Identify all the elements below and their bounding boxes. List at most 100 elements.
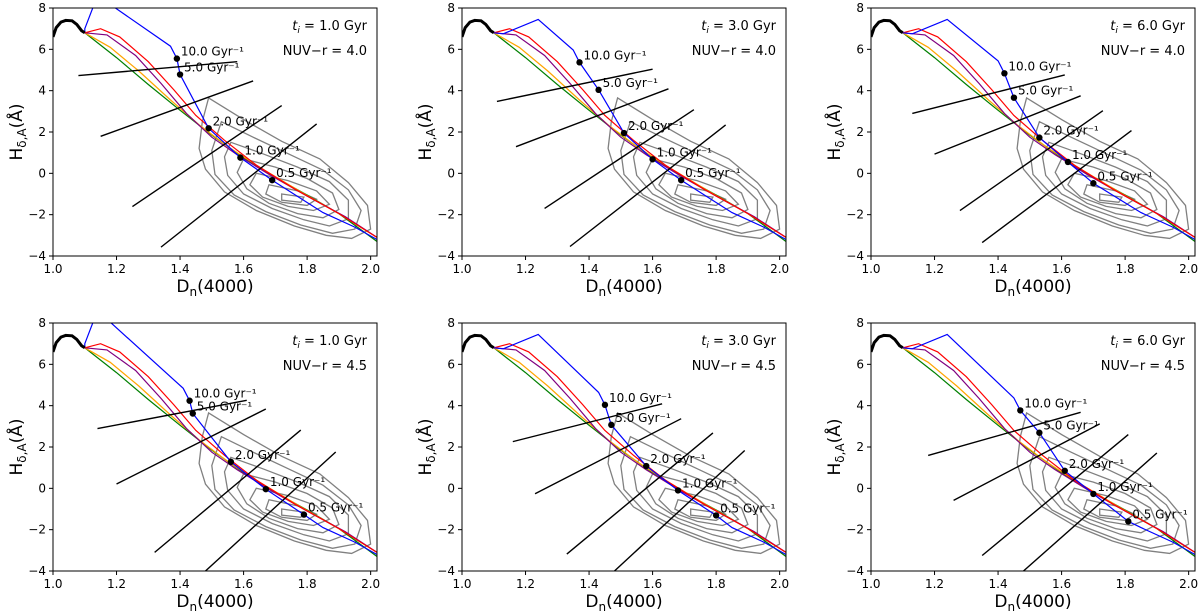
nuvr-annotation: NUV−r = 4.0 (283, 44, 367, 59)
rate-marker (1061, 467, 1068, 474)
track-black-head (53, 18, 86, 38)
rate-label: 2.0 Gyr⁻¹ (213, 114, 269, 128)
cut-line-2 (934, 95, 1081, 155)
cut-line-4 (160, 123, 318, 248)
nuvr-annotation: NUV−r = 4.5 (283, 359, 367, 374)
y-tick-label: 0 (856, 481, 864, 495)
cut-line-1 (927, 411, 1081, 457)
contour-level-4 (236, 473, 340, 534)
rate-label: 2.0 Gyr⁻¹ (1069, 457, 1125, 471)
cut-line-2 (534, 418, 682, 495)
contour-level-1 (198, 411, 372, 555)
rate-label: 2.0 Gyr⁻¹ (235, 448, 291, 462)
cut-line-2 (100, 80, 254, 137)
x-tick-label: 2.0 (361, 262, 380, 276)
rate-marker (1001, 70, 1008, 77)
contour-level-7 (690, 508, 714, 518)
rate-label: 0.5 Gyr⁻¹ (276, 166, 332, 180)
track-blue (84, 323, 377, 556)
cut-line-1 (912, 74, 1065, 115)
rate-label: 0.5 Gyr⁻¹ (1097, 169, 1153, 183)
x-tick-label: 1.2 (107, 262, 126, 276)
y-tick-label: 0 (447, 481, 455, 495)
rate-marker (601, 401, 609, 409)
contour-level-5 (1067, 172, 1149, 212)
x-tick-label: 1.4 (171, 262, 190, 276)
cut-line-1 (496, 68, 653, 103)
y-tick-label: 6 (447, 357, 455, 371)
rate-label: 1.0 Gyr⁻¹ (1072, 148, 1128, 162)
cut-line-3 (154, 429, 302, 553)
y-tick-label: 8 (856, 1, 864, 15)
nuvr-annotation: NUV−r = 4.0 (1101, 44, 1185, 59)
y-tick-label: 0 (38, 166, 46, 180)
y-tick-label: 4 (447, 399, 455, 413)
ti-annotation: ti = 6.0 Gyr (1110, 19, 1185, 36)
y-tick-label: 2 (447, 440, 455, 454)
cut-line-4 (569, 124, 727, 248)
contour-level-2 (211, 120, 362, 234)
y-tick-label: 6 (38, 357, 46, 371)
y-tick-label: −2 (846, 523, 864, 537)
plot-area: 10.0 Gyr⁻¹5.0 Gyr⁻¹2.0 Gyr⁻¹1.0 Gyr⁻¹0.5… (871, 333, 1195, 571)
x-tick-label: 1.2 (107, 577, 126, 591)
y-tick-label: 8 (38, 1, 46, 15)
contour-level-5 (658, 172, 740, 212)
contour-level-2 (620, 120, 771, 234)
contour-level-4 (236, 158, 340, 219)
rate-label: 2.0 Gyr⁻¹ (628, 119, 684, 133)
x-tick-label: 1.6 (234, 262, 253, 276)
y-tick-label: 6 (447, 42, 455, 56)
y-tick-label: 4 (38, 84, 46, 98)
rate-marker (643, 462, 650, 470)
track-red (84, 343, 377, 553)
rate-label: 1.0 Gyr⁻¹ (1097, 480, 1153, 494)
x-tick-label: 1.4 (989, 577, 1008, 591)
cut-line-3 (132, 104, 283, 208)
y-tick-label: 6 (38, 42, 46, 56)
track-black-head (462, 333, 495, 353)
track-black-head (871, 333, 904, 353)
x-axis-label: Dn(4000) (994, 277, 1071, 299)
x-axis-label: Dn(4000) (585, 592, 662, 611)
y-tick-label: 8 (447, 1, 455, 15)
y-tick-label: 0 (856, 166, 864, 180)
rate-marker (677, 176, 685, 184)
panel-2: 10.0 Gyr⁻¹ 5.0 Gyr⁻¹ 2.0 Gyr⁻¹ 1.0 Gyr⁻¹ 0.5… (414, 1, 789, 299)
x-tick-label: 2.0 (770, 262, 789, 276)
y-tick-label: 8 (856, 316, 864, 330)
x-tick-label: 1.2 (516, 577, 535, 591)
y-tick-label: 2 (38, 125, 46, 139)
rate-label: 10.0 Gyr⁻¹ (609, 391, 672, 405)
track-red (84, 28, 377, 238)
track-purple (84, 347, 377, 553)
plot-area: 10.0 Gyr⁻¹5.0 Gyr⁻¹2.0 Gyr⁻¹1.0 Gyr⁻¹0.5… (462, 18, 786, 248)
cut-line-2 (116, 408, 267, 485)
rate-label: 5.0 Gyr⁻¹ (615, 411, 671, 425)
rate-marker (262, 485, 270, 493)
rate-label: 2.0 Gyr⁻¹ (1043, 124, 1099, 138)
contour-level-5 (658, 487, 740, 527)
track-blue (84, 8, 377, 241)
ti-annotation: ti = 3.0 Gyr (701, 19, 776, 36)
rate-label: 1.0 Gyr⁻¹ (657, 145, 713, 159)
ti-annotation: ti = 3.0 Gyr (701, 334, 776, 351)
rate-marker (176, 71, 184, 78)
contour-level-4 (645, 473, 749, 534)
x-tick-label: 1.0 (452, 577, 471, 591)
y-tick-label: 4 (447, 84, 455, 98)
x-tick-label: 1.0 (452, 262, 471, 276)
plot-area: 10.0 Gyr⁻¹5.0 Gyr⁻¹2.0 Gyr⁻¹1.0 Gyr⁻¹0.5… (53, 323, 377, 571)
rate-marker (649, 156, 656, 163)
rate-label: 5.0 Gyr⁻¹ (1018, 84, 1074, 98)
rate-marker (620, 129, 628, 137)
y-tick-label: 2 (38, 440, 46, 454)
x-axis-label: Dn(4000) (176, 277, 253, 299)
contour-level-3 (632, 141, 759, 227)
nuvr-annotation: NUV−r = 4.5 (1101, 359, 1185, 374)
rate-marker (608, 421, 615, 429)
rate-label: 0.5 Gyr⁻¹ (1132, 507, 1188, 521)
contour-level-1 (1016, 96, 1190, 240)
contour-level-2 (1029, 435, 1180, 549)
